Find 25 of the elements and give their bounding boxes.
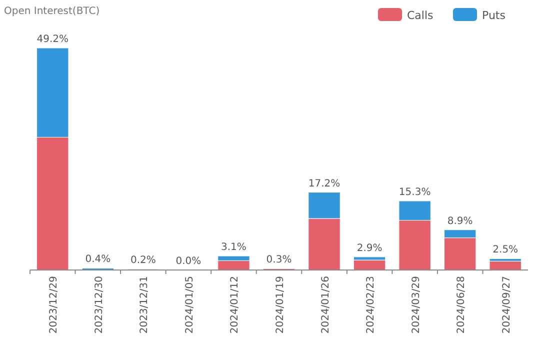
annotation: 0.4% bbox=[85, 254, 111, 266]
annotation: 15.3% bbox=[398, 186, 431, 198]
x-tick-label: 2023/12/29 bbox=[48, 276, 60, 334]
y-axis-title: Open Interest(BTC) bbox=[4, 6, 100, 17]
x-tick-label: 2024/01/05 bbox=[184, 276, 196, 334]
annotation: 2.5% bbox=[492, 244, 518, 256]
annotation: 2.9% bbox=[356, 242, 382, 254]
x-tick-label: 2024/01/26 bbox=[320, 276, 332, 334]
x-tick-label: 2024/01/19 bbox=[275, 276, 286, 334]
legend-label: Puts bbox=[482, 9, 506, 22]
annotation: 17.2% bbox=[308, 178, 340, 190]
annotation: 8.9% bbox=[447, 216, 473, 227]
x-tick-label: 2023/12/31 bbox=[139, 276, 150, 334]
legend-label: Calls bbox=[407, 9, 434, 22]
x-tick-label: 2024/01/12 bbox=[230, 276, 241, 334]
annotation: 0.0% bbox=[176, 256, 202, 267]
annotation: 3.1% bbox=[221, 242, 246, 254]
annotation: 0.2% bbox=[130, 255, 156, 266]
annotation: 49.2% bbox=[36, 34, 69, 45]
x-tick-label: 2024/06/28 bbox=[456, 276, 468, 334]
x-tick-label: 2024/03/29 bbox=[410, 276, 422, 334]
x-tick-label: 2023/12/30 bbox=[94, 276, 105, 334]
x-tick-label: 2024/02/23 bbox=[366, 276, 377, 334]
annotation: 0.3% bbox=[266, 254, 292, 266]
x-tick-label: 2024/09/27 bbox=[501, 276, 512, 334]
